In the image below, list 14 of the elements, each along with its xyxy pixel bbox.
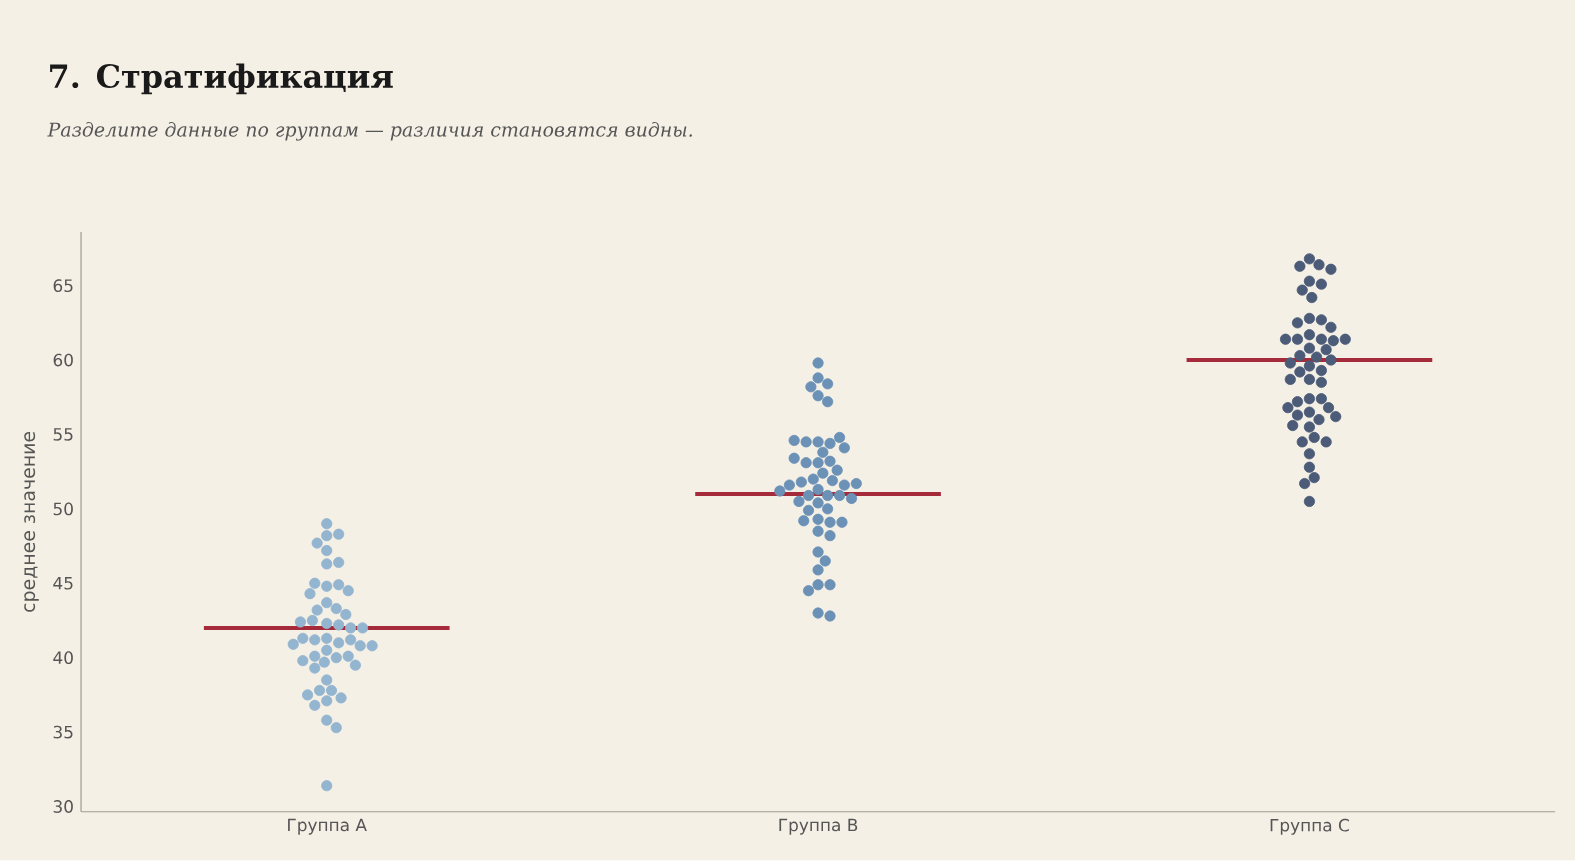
x-tick-label: Группа B	[779, 819, 858, 835]
y-tick-label: 55	[53, 428, 73, 441]
y-tick-label: 60	[53, 353, 73, 367]
y-tick-label: 65	[53, 279, 73, 293]
x-tick-label: Группа C	[1270, 819, 1349, 836]
y-tick-label: 50	[53, 502, 73, 516]
y-axis-title: среднее значение	[24, 432, 39, 613]
y-tick-label: 40	[53, 651, 73, 665]
x-tick-label: Группа A	[288, 819, 367, 835]
chart-subtitle: Разделите данные по группам — различия становятся видны.	[47, 122, 692, 141]
chart-title: 7. Стратификация	[50, 63, 393, 95]
y-tick-label: 45	[53, 577, 73, 590]
y-tick-label: 35	[53, 725, 73, 739]
y-tick-label: 30	[53, 800, 73, 814]
